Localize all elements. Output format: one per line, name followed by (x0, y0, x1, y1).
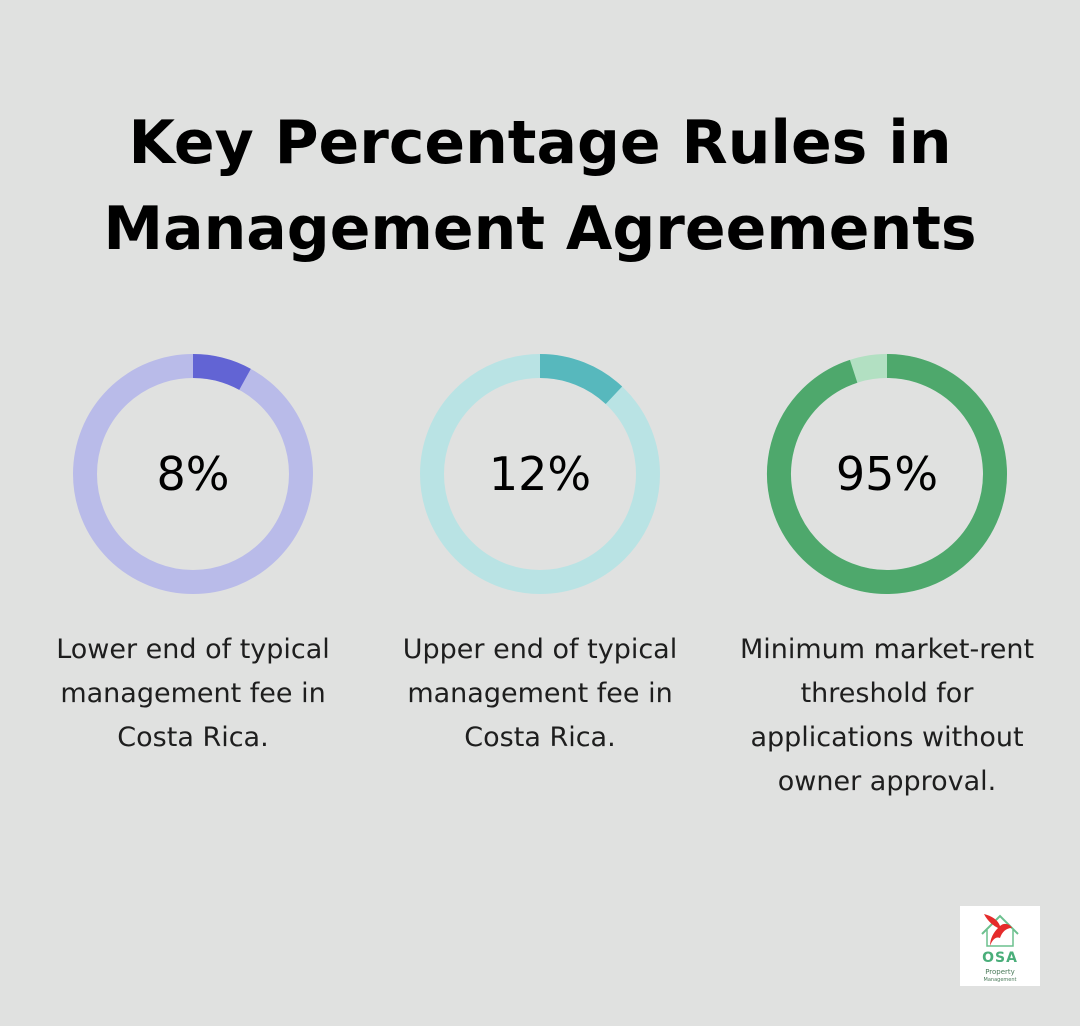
donut-chart-3: 95% (767, 354, 1007, 594)
donut-chart-2: 12% (420, 354, 660, 594)
stat-description: Minimum market-rent threshold for applic… (739, 634, 1035, 797)
stat-card-1: 8% Lower end of typical management fee i… (20, 352, 366, 760)
logo-subtitle-2: Management (983, 977, 1017, 983)
stat-card-3: 95% Minimum market-rent threshold for ap… (714, 352, 1060, 804)
donut-arc (767, 354, 1007, 594)
stat-card-2: 12% Upper end of typical management fee … (367, 352, 713, 760)
donut-arc (192, 354, 251, 391)
parrot-house-icon (981, 914, 1019, 947)
donut-value-label: 95% (836, 447, 938, 501)
title-line-2: Management Agreements (103, 194, 977, 264)
donut-value-label: 8% (157, 447, 230, 501)
stat-description: Upper end of typical management fee in C… (402, 634, 678, 753)
page-title: Key Percentage Rules in Management Agree… (0, 100, 1080, 272)
company-logo: OSA Property Management (960, 906, 1040, 986)
title-line-1: Key Percentage Rules in (128, 108, 952, 178)
stat-description: Lower end of typical management fee in C… (56, 634, 330, 753)
logo-name: OSA (982, 950, 1018, 966)
donut-arc (539, 354, 623, 405)
donut-chart-1: 8% (73, 354, 313, 594)
donut-value-label: 12% (489, 447, 591, 501)
logo-subtitle: Property (985, 968, 1015, 976)
